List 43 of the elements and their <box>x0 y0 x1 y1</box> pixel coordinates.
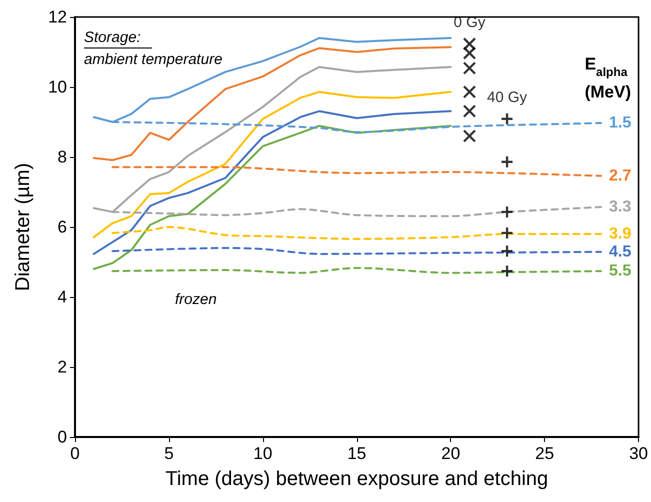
x-axis-title: Time (days) between exposure and etching <box>165 468 548 490</box>
y-tick-label: 0 <box>58 428 67 446</box>
point <box>500 244 514 258</box>
point <box>500 205 514 219</box>
series-label: 4.5 <box>608 243 632 260</box>
annotation: frozen <box>175 291 217 308</box>
x-tick-label: 25 <box>535 444 554 463</box>
series-label: 2.7 <box>608 167 632 184</box>
point <box>462 37 476 51</box>
series-label: 3.3 <box>608 198 632 216</box>
point <box>500 226 514 240</box>
point <box>462 104 476 118</box>
x-tick-label: 30 <box>629 444 648 463</box>
x-tick-label: 10 <box>253 444 272 463</box>
series-label: 1.5 <box>608 114 632 132</box>
point <box>462 46 476 60</box>
annotation: Storage: <box>84 29 141 46</box>
y-tick-label: 12 <box>48 8 67 26</box>
point <box>500 112 514 126</box>
y-tick-label: 6 <box>58 218 67 236</box>
y-tick-label: 4 <box>58 288 67 306</box>
point <box>462 62 476 75</box>
series-label: 5.5 <box>608 262 632 280</box>
y-tick-label: 2 <box>58 358 67 376</box>
series-label: 40 Gy <box>487 88 528 106</box>
x-tick-label: 15 <box>347 444 366 463</box>
series-label: 3.9 <box>608 226 632 242</box>
line-series <box>92 90 452 238</box>
line-series <box>92 110 452 255</box>
point <box>462 129 476 143</box>
line-series <box>112 166 602 177</box>
y-tick-label: 8 <box>58 148 67 166</box>
line-series <box>92 124 452 270</box>
line-series <box>112 226 602 240</box>
annotation: ambient temperature <box>84 51 222 68</box>
y-axis-title: Diameter (µm) <box>12 162 34 292</box>
y-tick-label: 10 <box>48 78 67 96</box>
x-tick-label: 5 <box>164 444 174 463</box>
point <box>462 85 476 98</box>
x-tick-label: 20 <box>441 444 460 463</box>
point <box>500 155 514 168</box>
x-tick-label: 0 <box>70 444 80 463</box>
point <box>500 264 514 278</box>
